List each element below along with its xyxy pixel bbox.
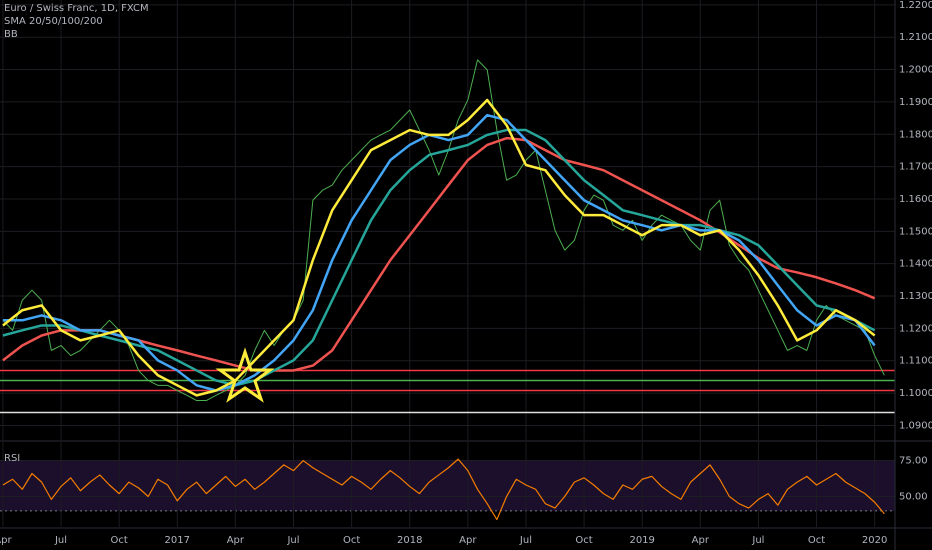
- indicator-label: SMA 20/50/100/200: [4, 16, 103, 27]
- x-tick-label: Oct: [343, 535, 360, 546]
- rsi-title: RSI: [4, 453, 20, 464]
- y-tick-label: 1.2100: [899, 32, 932, 43]
- pane: [0, 0, 895, 440]
- x-tick-label: Jul: [286, 535, 299, 546]
- x-tick-label: 2019: [629, 535, 654, 546]
- series-line: [2, 98, 876, 397]
- y-tick-label: 1.1100: [899, 356, 932, 367]
- series-line: [2, 113, 876, 392]
- y-tick-label: 1.1600: [899, 194, 932, 205]
- series-line: [2, 128, 876, 387]
- series-line: [2, 59, 885, 402]
- x-tick-label: Oct: [110, 535, 127, 546]
- x-tick-label: Apr: [227, 535, 245, 546]
- x-tick-label: Oct: [575, 535, 592, 546]
- indicator-label: BB: [4, 29, 18, 40]
- x-tick-label: Apr: [692, 535, 710, 546]
- chart-title: Euro / Swiss Franc, 1D, FXCM: [4, 3, 149, 14]
- x-tick-label: 2017: [165, 535, 190, 546]
- y-tick-label: 1.2000: [899, 65, 932, 76]
- y-tick-label: 50.00: [899, 492, 928, 503]
- star-annotation: [215, 347, 275, 403]
- y-tick-label: 1.2200: [899, 0, 932, 11]
- x-tick-label: 2020: [862, 535, 887, 546]
- x-tick-label: Jul: [519, 535, 532, 546]
- x-tick-label: Jul: [54, 535, 67, 546]
- series-line: [2, 458, 885, 521]
- x-tick-label: 2018: [397, 535, 422, 546]
- y-tick-label: 1.1000: [899, 388, 932, 399]
- y-tick-label: 1.1800: [899, 129, 932, 140]
- x-tick-label: Oct: [808, 535, 825, 546]
- y-tick-label: 1.0900: [899, 420, 932, 431]
- x-tick-label: Apr: [459, 535, 477, 546]
- x-tick-label: Apr: [0, 535, 12, 546]
- pane: [0, 442, 895, 527]
- y-tick-label: 1.1400: [899, 259, 932, 270]
- y-tick-label: 75.00: [899, 456, 928, 467]
- y-tick-label: 1.1200: [899, 323, 932, 334]
- y-tick-label: 1.1900: [899, 97, 932, 108]
- y-tick-label: 1.1500: [899, 226, 932, 237]
- y-tick-label: 1.1700: [899, 162, 932, 173]
- x-tick-label: Jul: [751, 535, 764, 546]
- y-tick-label: 1.1300: [899, 291, 932, 302]
